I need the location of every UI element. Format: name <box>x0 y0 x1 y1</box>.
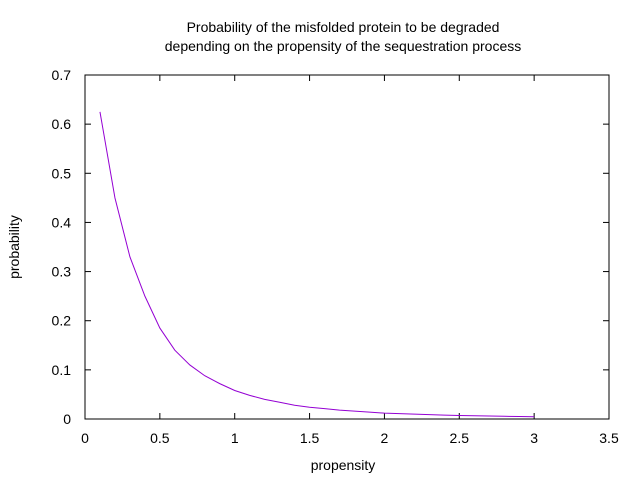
x-tick-label: 0.5 <box>150 430 170 446</box>
axis-ticks <box>84 74 610 420</box>
series-line <box>99 111 535 418</box>
x-tick-label: 0 <box>81 430 89 446</box>
y-tick-label: 0.5 <box>52 165 72 181</box>
y-tick-label: 0.6 <box>52 116 72 132</box>
x-axis-label: propensity <box>311 457 376 473</box>
y-tick-label: 0.3 <box>52 264 72 280</box>
series-layer <box>99 111 535 418</box>
y-tick-label: 0.4 <box>52 214 72 230</box>
chart-title-line-2: depending on the propensity of the seque… <box>165 38 521 54</box>
x-tick-label: 1.5 <box>300 430 320 446</box>
x-tick-labels: 0 0.5 1 1.5 2 2.5 3 3.5 <box>81 430 619 446</box>
x-tick-label: 2 <box>381 430 389 446</box>
plot-border <box>84 74 610 420</box>
x-tick-label: 3.5 <box>599 430 619 446</box>
chart-title-line-1: Probability of the misfolded protein to … <box>187 19 500 35</box>
y-tick-label: 0.2 <box>52 313 72 329</box>
plot-frame <box>84 74 610 420</box>
y-tick-labels: 0 0.1 0.2 0.3 0.4 0.5 0.6 0.7 <box>52 67 72 427</box>
x-tick-label: 2.5 <box>450 430 470 446</box>
y-tick-label: 0.7 <box>52 67 72 83</box>
x-tick-label: 3 <box>530 430 538 446</box>
y-tick-label: 0 <box>63 411 71 427</box>
y-axis-label: probability <box>6 215 22 279</box>
x-tick-label: 1 <box>231 430 239 446</box>
y-tick-label: 0.1 <box>52 362 72 378</box>
